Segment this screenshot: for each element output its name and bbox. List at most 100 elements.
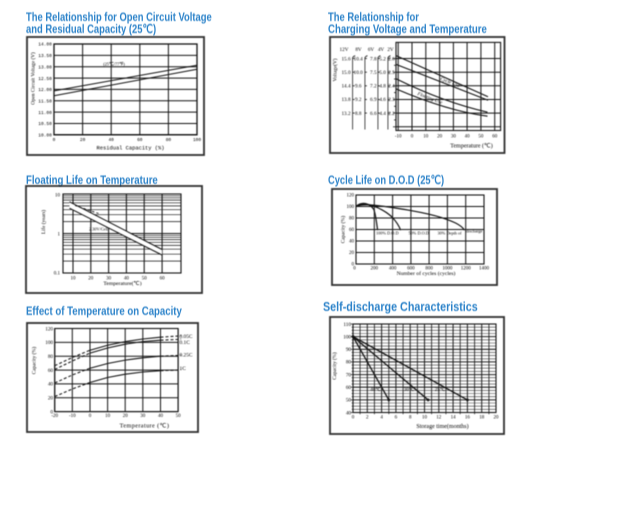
svg-text:60: 60 xyxy=(160,277,166,282)
svg-text:100: 100 xyxy=(193,137,201,143)
svg-text:0.1: 0.1 xyxy=(54,272,61,277)
svg-text:80: 80 xyxy=(48,354,54,360)
svg-text:2: 2 xyxy=(366,415,369,420)
svg-text:0.1C: 0.1C xyxy=(180,340,191,346)
svg-text:0: 0 xyxy=(352,415,355,420)
svg-text:1C: 1C xyxy=(180,366,187,372)
svg-text:120: 120 xyxy=(347,194,355,199)
svg-text:50: 50 xyxy=(142,277,148,282)
svg-text:Residual Capacity (%): Residual Capacity (%) xyxy=(97,146,165,152)
svg-text:16: 16 xyxy=(465,415,471,420)
svg-text:30: 30 xyxy=(106,277,112,282)
svg-text:10: 10 xyxy=(105,414,111,419)
svg-text:1200: 1200 xyxy=(461,267,472,272)
svg-text:40: 40 xyxy=(108,137,114,143)
svg-text:6.6: 6.6 xyxy=(370,111,377,117)
svg-text:20: 20 xyxy=(349,251,355,256)
svg-text:4: 4 xyxy=(380,415,383,420)
svg-text:4.6: 4.6 xyxy=(379,97,386,103)
svg-text:2.5: 2.5 xyxy=(388,70,395,76)
svg-text:5.0: 5.0 xyxy=(379,70,386,76)
svg-text:10.4: 10.4 xyxy=(354,56,363,62)
svg-text:13.2: 13.2 xyxy=(341,111,350,117)
svg-text:100: 100 xyxy=(343,334,351,340)
svg-text:60: 60 xyxy=(349,228,355,233)
svg-text:12.00: 12.00 xyxy=(38,87,52,93)
svg-text:12V: 12V xyxy=(340,47,349,53)
svg-text:200: 200 xyxy=(371,267,379,272)
svg-text:30: 30 xyxy=(451,135,457,140)
svg-text:4.4: 4.4 xyxy=(379,111,386,117)
svg-text:Capacity (%): Capacity (%) xyxy=(340,215,347,243)
svg-text:Temperature (℃): Temperature (℃) xyxy=(450,142,492,149)
svg-text:30% Depth of: 30% Depth of xyxy=(438,230,463,235)
svg-text:11.50: 11.50 xyxy=(38,99,52,105)
svg-text:Open Circuit Voltage (V): Open Circuit Voltage (V) xyxy=(30,52,37,105)
svg-text:25℃: 25℃ xyxy=(435,387,446,393)
svg-text:60: 60 xyxy=(137,137,143,143)
svg-text:2.30V/Cell: 2.30V/Cell xyxy=(89,226,109,231)
svg-text:7.8: 7.8 xyxy=(370,56,377,62)
svg-text:1: 1 xyxy=(58,232,61,237)
svg-text:110: 110 xyxy=(343,322,351,328)
svg-text:11.00: 11.00 xyxy=(38,110,52,116)
svg-text:15.0: 15.0 xyxy=(341,70,350,76)
svg-text:2.2: 2.2 xyxy=(388,111,395,117)
svg-text:8V: 8V xyxy=(355,47,362,53)
svg-text:0: 0 xyxy=(353,267,356,272)
svg-text:8.8: 8.8 xyxy=(355,111,362,117)
svg-text:30: 30 xyxy=(140,414,146,419)
svg-text:12.50: 12.50 xyxy=(38,76,52,82)
svg-text:40: 40 xyxy=(349,240,355,245)
svg-text:6V: 6V xyxy=(368,47,375,53)
svg-text:Capacity (%): Capacity (%) xyxy=(331,352,338,380)
svg-text:70: 70 xyxy=(346,372,352,378)
svg-text:600: 600 xyxy=(407,267,415,272)
svg-text:2.6: 2.6 xyxy=(388,56,395,62)
svg-text:13.8: 13.8 xyxy=(341,97,350,103)
svg-text:120: 120 xyxy=(45,326,53,332)
svg-text:10.00: 10.00 xyxy=(38,133,52,139)
svg-text:10: 10 xyxy=(422,415,428,420)
svg-text:10: 10 xyxy=(55,193,61,198)
svg-text:40: 40 xyxy=(48,382,54,388)
svg-text:9.2: 9.2 xyxy=(355,97,362,103)
svg-text:6.9: 6.9 xyxy=(370,97,377,103)
svg-text:-20: -20 xyxy=(51,414,58,419)
svg-text:Storage time(months): Storage time(months) xyxy=(416,423,468,430)
svg-text:discharge: discharge xyxy=(466,228,482,233)
svg-text:-10: -10 xyxy=(69,414,76,419)
svg-text:20: 20 xyxy=(123,414,129,419)
svg-text:5.2: 5.2 xyxy=(379,56,386,62)
svg-text:14.00: 14.00 xyxy=(38,42,52,48)
svg-text:30℃: 30℃ xyxy=(404,387,415,393)
svg-text:4.8: 4.8 xyxy=(379,84,386,90)
svg-text:100% D.O.D: 100% D.O.D xyxy=(376,230,399,235)
svg-text:13.00: 13.00 xyxy=(38,64,52,70)
svg-text:15.6: 15.6 xyxy=(341,56,350,62)
svg-text:20: 20 xyxy=(48,396,54,402)
svg-text:20: 20 xyxy=(494,415,500,420)
svg-text:40℃: 40℃ xyxy=(370,387,381,393)
svg-text:20: 20 xyxy=(88,277,94,282)
svg-text:50% D.O.D: 50% D.O.D xyxy=(409,230,429,235)
svg-text:0.05C: 0.05C xyxy=(180,334,193,340)
svg-text:50: 50 xyxy=(478,135,484,140)
svg-text:0: 0 xyxy=(411,135,414,140)
svg-text:1000: 1000 xyxy=(442,267,453,272)
svg-text:7.2: 7.2 xyxy=(370,84,377,90)
svg-text:Voltage(V): Voltage(V) xyxy=(332,58,339,81)
svg-text:90: 90 xyxy=(346,347,352,353)
svg-text:400: 400 xyxy=(389,267,397,272)
svg-text:10: 10 xyxy=(71,277,77,282)
svg-text:100: 100 xyxy=(45,340,53,346)
svg-text:0: 0 xyxy=(50,409,53,415)
svg-text:0: 0 xyxy=(53,137,56,143)
svg-text:0: 0 xyxy=(89,414,92,419)
svg-text:80: 80 xyxy=(346,360,352,366)
svg-text:1400: 1400 xyxy=(479,267,490,272)
svg-text:40: 40 xyxy=(346,410,352,416)
svg-text:10: 10 xyxy=(423,135,429,140)
svg-text:50: 50 xyxy=(346,398,352,404)
svg-text:2.3: 2.3 xyxy=(388,97,395,103)
